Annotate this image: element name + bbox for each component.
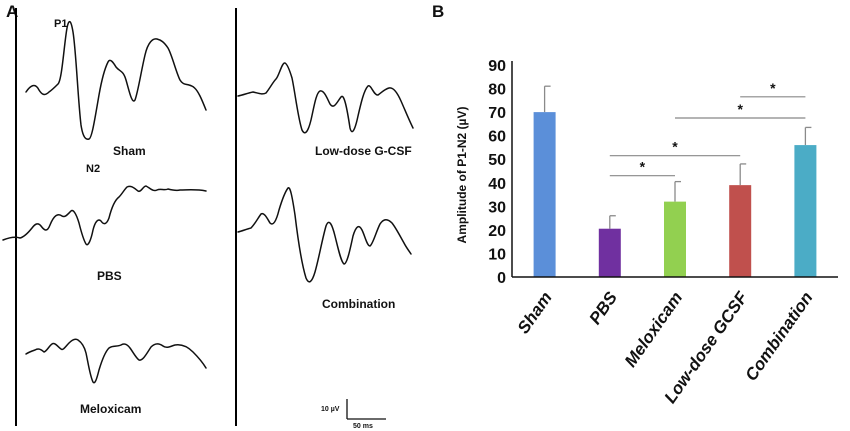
y-tick-label: 10 (488, 246, 506, 263)
panel-b-letter: B (432, 2, 445, 21)
x-category-label: Sham (514, 288, 556, 337)
y-tick-label: 30 (488, 199, 506, 216)
x-category-label: PBS (585, 288, 621, 328)
label-peak-p1: P1 (54, 18, 67, 30)
trace-sham (25, 20, 207, 140)
trace-label-meloxicam: Meloxicam (80, 402, 141, 416)
trace-combination (237, 187, 412, 283)
bar-sham (533, 112, 556, 277)
bar-chart: Amplitude of P1-N2 (µV) 0 10 20 30 40 50 60 70 8… (455, 58, 838, 407)
scale-bar: 10 µV 50 ms (321, 399, 386, 430)
y-axis-ticks: 0 10 20 30 40 50 60 70 80 90 (488, 58, 506, 287)
significance-markers: * * * * (609, 80, 806, 177)
significance-star: * (640, 159, 646, 175)
significance-star: * (672, 139, 678, 155)
x-category-label: Combination (742, 288, 817, 384)
y-axis-label: Amplitude of P1-N2 (µV) (455, 107, 469, 244)
y-tick-label: 50 (488, 152, 506, 169)
trace-pbs (2, 185, 207, 246)
panel-a-left-border (15, 8, 17, 426)
bar-pbs (598, 228, 621, 277)
trace-meloxicam (25, 338, 207, 384)
trace-label-pbs: PBS (97, 269, 122, 283)
panel-a-column-divider (235, 8, 237, 426)
y-tick-label: 90 (488, 58, 506, 75)
label-trough-n2: N2 (86, 163, 100, 175)
trace-label-low-dose-gcsf: Low-dose G-CSF (315, 144, 412, 158)
y-tick-label: 0 (497, 270, 506, 287)
waveform-panel: P1 N2 Sham PBS Meloxicam Low-dose G-CSF … (2, 18, 414, 430)
scale-bar-time-label: 50 ms (353, 423, 373, 430)
trace-label-sham: Sham (113, 144, 146, 158)
y-tick-label: 70 (488, 105, 506, 122)
bar-combination (794, 145, 817, 277)
y-tick-label: 80 (488, 82, 506, 99)
error-bars (543, 85, 812, 229)
trace-low-dose-gcsf (237, 62, 414, 134)
scale-bar-amplitude-label: 10 µV (321, 406, 340, 413)
x-category-label: Meloxicam (621, 288, 686, 370)
bars (533, 112, 817, 277)
trace-label-combination: Combination (322, 297, 395, 311)
y-tick-label: 60 (488, 129, 506, 146)
bar-meloxicam (664, 201, 686, 277)
bar-low-dose-gcsf (729, 185, 752, 277)
y-tick-label: 40 (488, 176, 506, 193)
significance-star: * (737, 101, 743, 117)
y-tick-label: 20 (488, 223, 506, 240)
significance-star: * (770, 80, 776, 96)
